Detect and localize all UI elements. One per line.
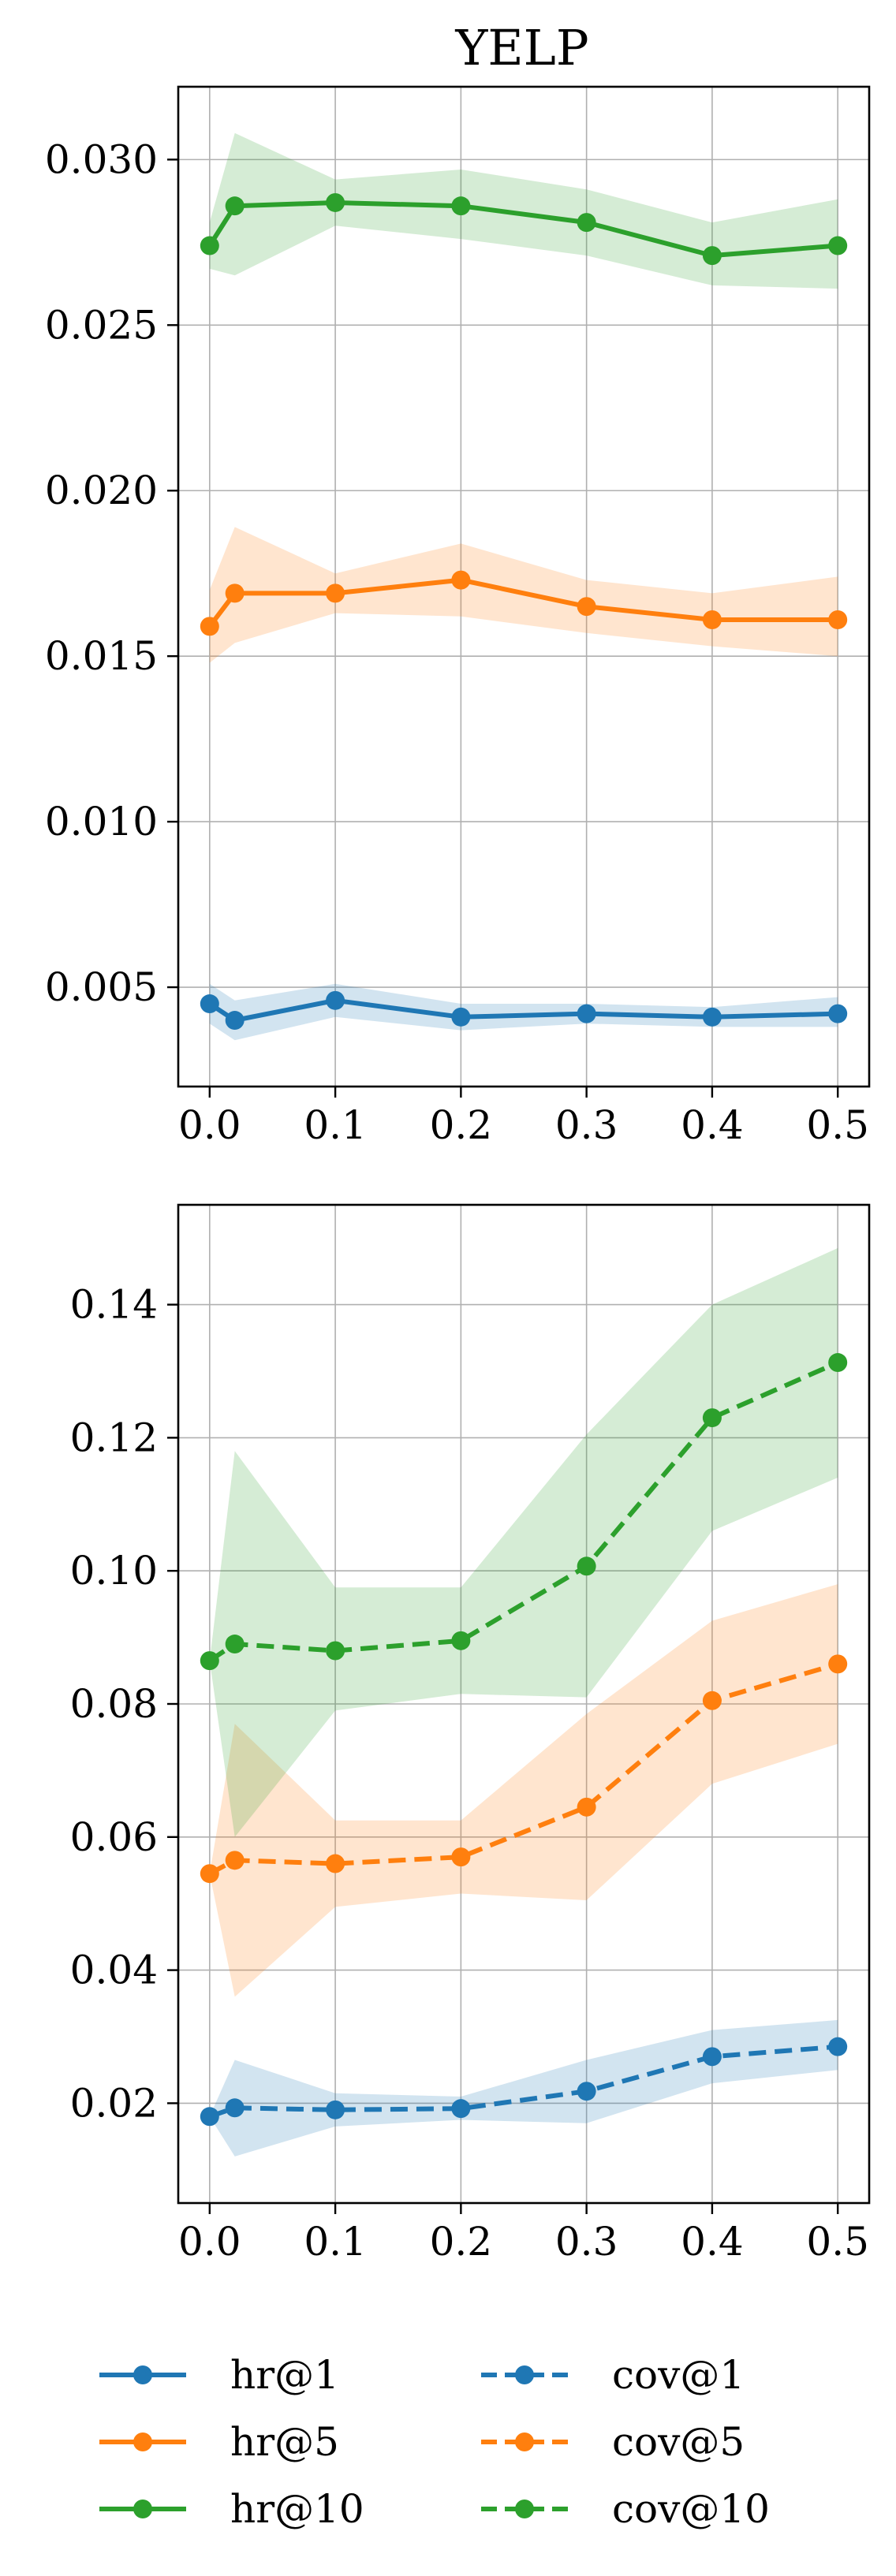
confidence-band-cov@1 — [209, 2019, 838, 2157]
y-tick-label: 0.12 — [70, 1415, 158, 1460]
data-point-cov@5 — [326, 1854, 345, 1873]
x-tick-label: 0.1 — [304, 1102, 367, 1148]
legend-label-cov@5: cov@5 — [612, 2419, 745, 2465]
x-tick-label: 0.2 — [430, 1102, 493, 1148]
data-point-hr@10 — [225, 196, 245, 216]
data-point-hr@10 — [200, 236, 219, 255]
data-point-cov@5 — [200, 1864, 219, 1884]
data-point-cov@10 — [200, 1651, 219, 1671]
legend-marker-cov@1 — [515, 2365, 534, 2384]
data-point-cov@1 — [702, 2047, 722, 2067]
data-point-hr@10 — [577, 213, 596, 233]
data-point-hr@10 — [828, 236, 848, 255]
legend-marker-cov@5 — [515, 2432, 534, 2451]
data-point-cov@5 — [828, 1654, 848, 1674]
data-point-cov@1 — [225, 2098, 245, 2118]
x-tick-label: 0.3 — [555, 1102, 618, 1148]
legend-label-hr@1: hr@1 — [230, 2352, 339, 2398]
confidence-band-cov@5 — [209, 1584, 838, 1997]
data-point-cov@10 — [225, 1635, 245, 1654]
data-point-hr@5 — [200, 617, 219, 636]
y-tick-label: 0.005 — [45, 964, 158, 1010]
legend-label-hr@10: hr@10 — [230, 2486, 364, 2532]
data-point-cov@1 — [451, 2099, 471, 2119]
data-point-hr@5 — [577, 597, 596, 617]
legend-marker-hr@10 — [133, 2500, 152, 2518]
data-point-cov@5 — [451, 1847, 471, 1867]
y-tick-label: 0.010 — [45, 799, 158, 844]
legend-marker-hr@1 — [133, 2365, 152, 2384]
data-point-hr@1 — [451, 1007, 471, 1027]
data-point-cov@1 — [200, 2107, 219, 2127]
y-tick-label: 0.025 — [45, 302, 158, 348]
data-point-hr@1 — [326, 990, 345, 1010]
data-point-cov@1 — [577, 2082, 596, 2101]
legend: hr@1 hr@5 hr@10 cov@1 cov@5 cov@10 — [99, 2352, 770, 2532]
top-panel: 0.0 0.1 0.2 0.3 0.4 0.5 0.005 0.010 0.015 0.020 0.… — [45, 85, 871, 1148]
x-tick-label: 0.3 — [555, 2219, 618, 2265]
y-tick-label: 0.10 — [70, 1548, 158, 1594]
confidence-band-hr@1 — [209, 983, 838, 1041]
legend-marker-hr@5 — [133, 2432, 152, 2451]
data-point-hr@10 — [326, 192, 345, 212]
legend-label-cov@10: cov@10 — [612, 2486, 770, 2532]
data-point-cov@10 — [577, 1556, 596, 1576]
data-point-hr@10 — [451, 196, 471, 216]
data-point-cov@1 — [828, 2037, 848, 2056]
confidence-band-cov@10 — [209, 1247, 838, 1837]
data-point-hr@1 — [828, 1004, 848, 1023]
x-tick-label: 0.0 — [178, 1102, 241, 1148]
data-point-hr@5 — [326, 583, 345, 603]
x-tick-label: 0.4 — [681, 1102, 744, 1148]
data-point-hr@5 — [225, 583, 245, 603]
bottom-panel: 0.0 0.1 0.2 0.3 0.4 0.5 0.02 0.04 0.06 0.08 0.10 0.… — [70, 1203, 871, 2265]
data-point-hr@5 — [702, 610, 722, 629]
legend-marker-cov@10 — [515, 2500, 534, 2518]
data-point-hr@1 — [702, 1007, 722, 1027]
x-tick-label: 0.0 — [178, 2219, 241, 2265]
chart-title: YELP — [454, 19, 588, 76]
data-point-hr@1 — [200, 994, 219, 1014]
data-point-hr@10 — [702, 246, 722, 266]
data-point-cov@10 — [828, 1353, 848, 1373]
data-point-cov@5 — [225, 1851, 245, 1870]
data-point-hr@1 — [577, 1004, 596, 1023]
data-point-cov@10 — [326, 1641, 345, 1661]
y-tick-label: 0.14 — [70, 1282, 158, 1328]
legend-label-hr@5: hr@5 — [230, 2419, 339, 2465]
y-tick-label: 0.08 — [70, 1681, 158, 1727]
y-tick-label: 0.015 — [45, 633, 158, 679]
data-point-cov@10 — [702, 1408, 722, 1428]
data-point-cov@5 — [577, 1797, 596, 1817]
data-point-hr@5 — [828, 610, 848, 629]
y-tick-label: 0.030 — [45, 136, 158, 182]
data-point-cov@1 — [326, 2100, 345, 2119]
data-point-hr@5 — [451, 570, 471, 590]
x-tick-label: 0.5 — [806, 1102, 869, 1148]
x-tick-label: 0.1 — [304, 2219, 367, 2265]
y-tick-label: 0.020 — [45, 468, 158, 513]
y-tick-label: 0.06 — [70, 1814, 158, 1860]
y-tick-label: 0.04 — [70, 1948, 158, 1993]
y-tick-label: 0.02 — [70, 2080, 158, 2126]
data-point-hr@1 — [225, 1011, 245, 1031]
data-point-cov@5 — [702, 1691, 722, 1710]
x-tick-label: 0.2 — [430, 2219, 493, 2265]
x-tick-label: 0.5 — [806, 2219, 869, 2265]
axes-frame — [177, 85, 871, 1088]
legend-label-cov@1: cov@1 — [612, 2352, 745, 2398]
x-tick-label: 0.4 — [681, 2219, 744, 2265]
data-point-cov@10 — [451, 1631, 471, 1650]
confidence-band-hr@10 — [209, 132, 838, 289]
